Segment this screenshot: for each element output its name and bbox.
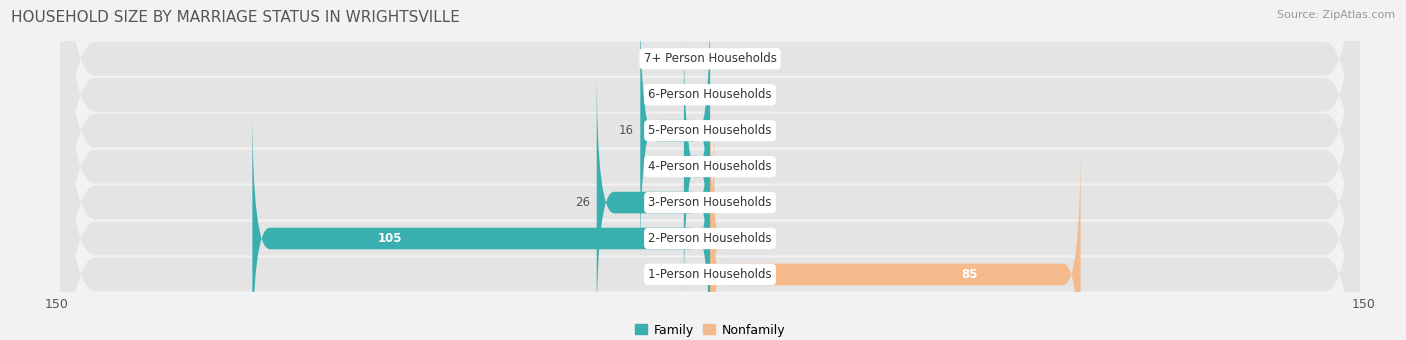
FancyBboxPatch shape: [640, 0, 710, 264]
Text: 0: 0: [689, 268, 697, 281]
Text: 0: 0: [723, 160, 731, 173]
Text: HOUSEHOLD SIZE BY MARRIAGE STATUS IN WRIGHTSVILLE: HOUSEHOLD SIZE BY MARRIAGE STATUS IN WRI…: [11, 10, 460, 25]
Text: 0: 0: [723, 124, 731, 137]
FancyBboxPatch shape: [60, 0, 1360, 340]
Text: 105: 105: [377, 232, 402, 245]
Text: 0: 0: [689, 52, 697, 65]
Text: 2-Person Households: 2-Person Households: [648, 232, 772, 245]
Legend: Family, Nonfamily: Family, Nonfamily: [630, 319, 790, 340]
FancyBboxPatch shape: [683, 34, 710, 300]
Text: 85: 85: [962, 268, 977, 281]
Text: 6-Person Households: 6-Person Households: [648, 88, 772, 101]
Text: 5-Person Households: 5-Person Households: [648, 124, 772, 137]
FancyBboxPatch shape: [60, 4, 1360, 340]
Text: 0: 0: [689, 88, 697, 101]
Text: 3-Person Households: 3-Person Households: [648, 196, 772, 209]
FancyBboxPatch shape: [60, 0, 1360, 340]
FancyBboxPatch shape: [60, 0, 1360, 340]
FancyBboxPatch shape: [710, 141, 1080, 340]
FancyBboxPatch shape: [596, 70, 710, 336]
Text: 0: 0: [723, 52, 731, 65]
FancyBboxPatch shape: [697, 105, 727, 340]
Text: Source: ZipAtlas.com: Source: ZipAtlas.com: [1277, 10, 1395, 20]
Text: 16: 16: [619, 124, 634, 137]
Text: 1: 1: [721, 232, 728, 245]
FancyBboxPatch shape: [60, 0, 1360, 329]
Text: 0: 0: [723, 196, 731, 209]
Text: 7+ Person Households: 7+ Person Households: [644, 52, 776, 65]
Text: 26: 26: [575, 196, 591, 209]
FancyBboxPatch shape: [60, 0, 1360, 340]
FancyBboxPatch shape: [60, 0, 1360, 340]
FancyBboxPatch shape: [252, 105, 710, 340]
Text: 6: 6: [669, 160, 678, 173]
Text: 4-Person Households: 4-Person Households: [648, 160, 772, 173]
Text: 1-Person Households: 1-Person Households: [648, 268, 772, 281]
Text: 0: 0: [723, 88, 731, 101]
